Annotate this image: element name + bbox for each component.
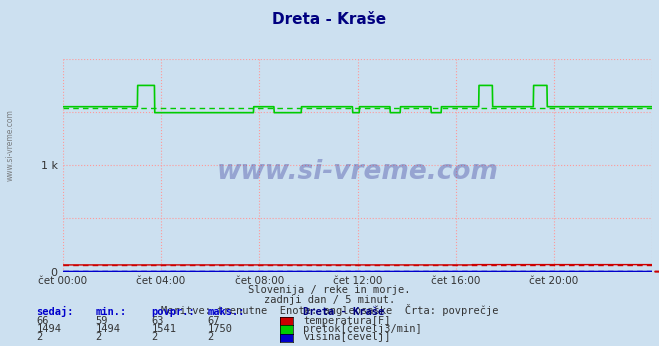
Text: Slovenija / reke in morje.: Slovenija / reke in morje. [248,285,411,295]
Text: višina[čevelj]: višina[čevelj] [303,332,391,343]
Text: maks.:: maks.: [208,307,245,317]
Text: min.:: min.: [96,307,127,317]
Text: 2: 2 [208,333,214,343]
Text: 2: 2 [152,333,158,343]
Text: 63: 63 [152,316,164,326]
Text: 1541: 1541 [152,324,177,334]
Text: 67: 67 [208,316,220,326]
Text: povpr.:: povpr.: [152,307,195,317]
Text: 1750: 1750 [208,324,233,334]
Text: 2: 2 [96,333,101,343]
Text: zadnji dan / 5 minut.: zadnji dan / 5 minut. [264,295,395,305]
Text: Dreta - Kraše: Dreta - Kraše [272,12,387,27]
Text: 1494: 1494 [36,324,61,334]
Text: 1494: 1494 [96,324,121,334]
Text: sedaj:: sedaj: [36,306,74,317]
Text: temperatura[F]: temperatura[F] [303,316,391,326]
Text: 2: 2 [36,333,42,343]
Text: www.si-vreme.com: www.si-vreme.com [5,109,14,181]
Text: 66: 66 [36,316,49,326]
Text: 59: 59 [96,316,108,326]
Text: www.si-vreme.com: www.si-vreme.com [217,158,498,185]
Text: pretok[čevelj3/min]: pretok[čevelj3/min] [303,324,422,334]
Text: Dreta - Kraše: Dreta - Kraše [303,307,384,317]
Text: Meritve: trenutne  Enote: angleosaške  Črta: povprečje: Meritve: trenutne Enote: angleosaške Črt… [161,304,498,316]
